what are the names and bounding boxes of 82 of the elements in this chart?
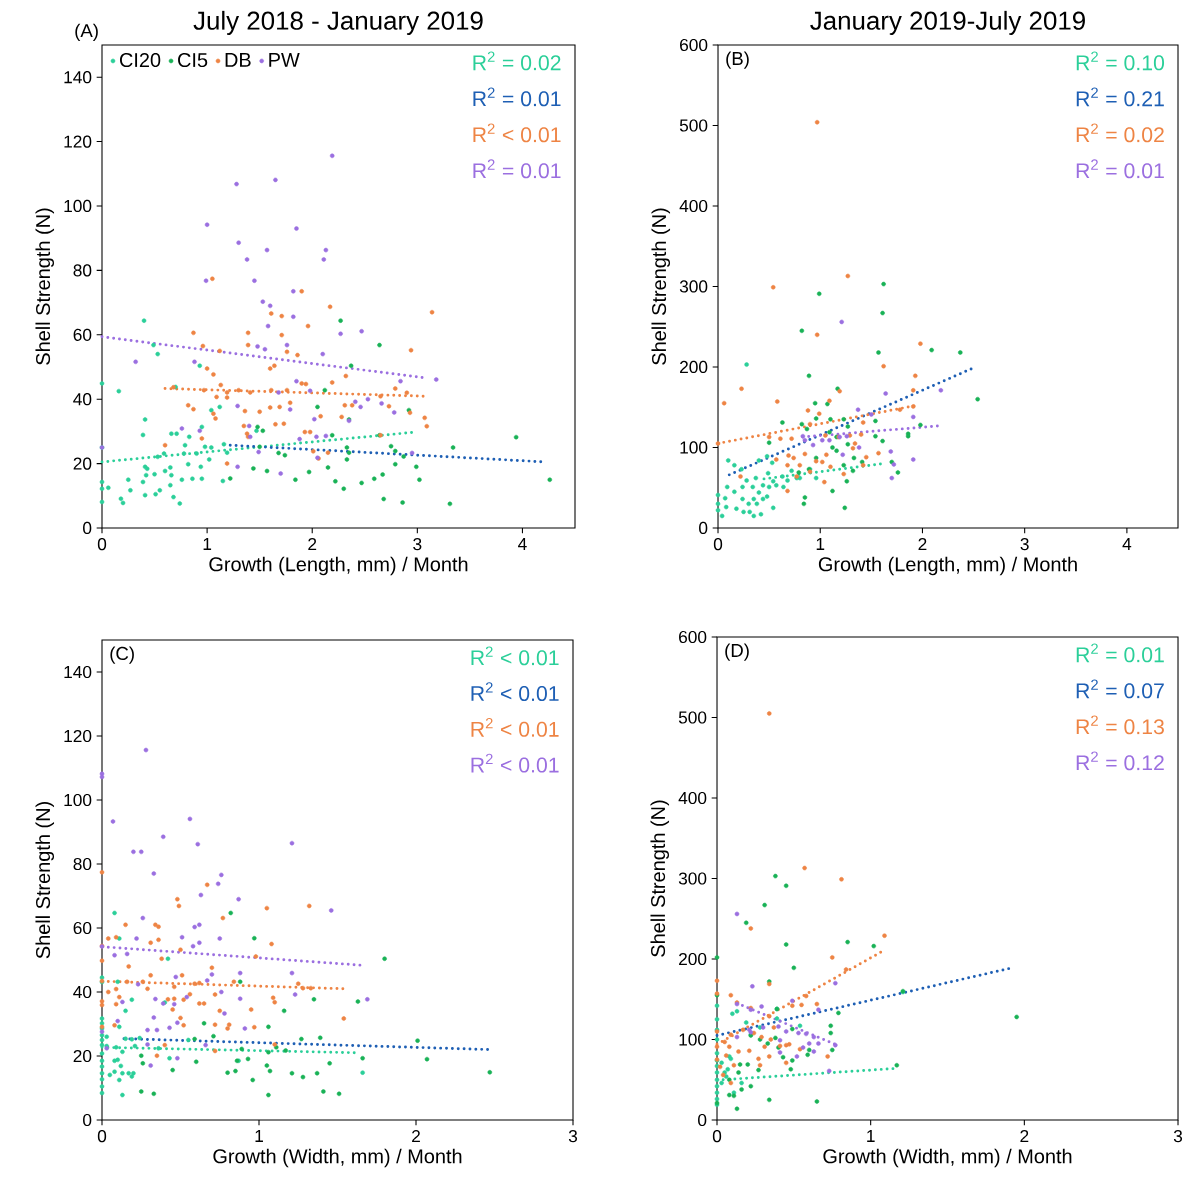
annotation: R$^{2}$ = 0.01	[1076, 159, 1164, 179]
x-tick-label: 4	[1122, 538, 1132, 550]
annotation: R$^{2}$ = 0.02	[1076, 123, 1164, 143]
x-tick-label: 2	[1020, 1130, 1029, 1143]
annotation: (D)	[725, 643, 749, 661]
x-tick-label: 0	[97, 538, 107, 551]
y-tick-label: 140	[64, 665, 92, 679]
y-tick-label: 600	[679, 630, 707, 644]
y-axis-title: Shell Strength (N)	[651, 208, 671, 365]
x-axis-title: Growth (Length, mm) / Month	[818, 556, 1077, 576]
y-tick-label: 60	[73, 921, 92, 935]
annotation: R$^{2}$ = 0.10	[1076, 51, 1165, 71]
chart-title: January 2019-July 2019	[810, 10, 1085, 35]
y-tick-label: 300	[679, 280, 708, 293]
y-tick-label: 100	[679, 1033, 707, 1046]
x-tick-label: 4	[518, 538, 527, 550]
x-tick-label: 1	[867, 1130, 875, 1142]
y-axis-title: Shell Strength (N)	[35, 208, 55, 365]
annotation: R$^{2}$ = 0.02	[473, 51, 561, 71]
legend-label: CI20	[119, 52, 161, 68]
chart-title: July 2018 - January 2019	[193, 10, 483, 35]
x-axis-title: Growth (Width, mm) / Month	[213, 1148, 462, 1168]
y-tick-label: 120	[64, 135, 92, 148]
y-tick-label: 300	[678, 872, 707, 885]
x-tick-label: 0	[713, 538, 723, 551]
x-tick-label: 3	[1173, 1130, 1183, 1143]
x-tick-label: 3	[1020, 538, 1029, 551]
y-tick-label: 100	[64, 793, 92, 807]
y-tick-label: 100	[680, 441, 708, 454]
annotation: R$^{2}$ < 0.01	[473, 123, 561, 143]
annotation: (C)	[110, 646, 134, 664]
y-tick-label: 200	[679, 952, 707, 966]
y-tick-label: 100	[64, 199, 92, 213]
annotation: (B)	[726, 51, 749, 69]
y-tick-label: 500	[678, 711, 707, 724]
y-tick-label: 40	[73, 985, 92, 999]
x-axis-title: Growth (Length, mm) / Month	[209, 556, 468, 576]
y-axis-title: Shell Strength (N)	[650, 800, 670, 957]
x-axis-title: Growth (Width, mm) / Month	[823, 1148, 1072, 1168]
annotation: R$^{2}$ = 0.01	[1076, 643, 1164, 663]
y-tick-label: 20	[73, 1049, 92, 1063]
annotation: R$^{2}$ < 0.01	[471, 753, 559, 773]
annotation: R$^{2}$ = 0.21	[1076, 87, 1164, 107]
annotation: R$^{2}$ = 0.12	[1076, 751, 1164, 771]
y-tick-label: 400	[679, 199, 708, 213]
x-tick-label: 3	[413, 538, 422, 551]
y-tick-label: 0	[83, 521, 92, 535]
x-tick-label: 2	[412, 1130, 420, 1143]
legend-label: DB	[225, 53, 251, 67]
x-tick-label: 3	[568, 1130, 578, 1143]
x-tick-label: 0	[712, 1130, 722, 1143]
x-tick-label: 0	[97, 1130, 107, 1143]
y-tick-label: 60	[73, 328, 92, 341]
y-tick-label: 0	[83, 1113, 92, 1127]
y-tick-label: 140	[64, 71, 92, 84]
annotation: R$^{2}$ < 0.01	[471, 682, 559, 702]
x-tick-label: 2	[918, 538, 927, 551]
annotation: R$^{2}$ < 0.01	[471, 646, 559, 666]
annotation: R$^{2}$ = 0.07	[1076, 679, 1164, 699]
y-tick-label: 0	[698, 1113, 707, 1127]
x-tick-label: 1	[816, 538, 825, 550]
annotation: R$^{2}$ < 0.01	[471, 717, 559, 737]
y-tick-label: 80	[73, 264, 92, 277]
annotation: R$^{2}$ = 0.13	[1076, 715, 1164, 735]
annotation: R$^{2}$ = 0.01	[473, 87, 561, 107]
y-axis-title: Shell Strength (N)	[35, 802, 55, 959]
y-tick-label: 40	[73, 393, 92, 406]
y-tick-label: 200	[680, 360, 708, 374]
x-tick-label: 2	[308, 538, 317, 551]
x-tick-label: 1	[255, 1130, 263, 1142]
legend-label: PW	[269, 53, 300, 67]
y-tick-label: 500	[679, 119, 708, 132]
x-tick-label: 1	[203, 538, 212, 550]
y-tick-label: 600	[680, 38, 708, 52]
y-tick-label: 0	[699, 521, 708, 535]
text: (A)	[75, 23, 98, 41]
annotation: R$^{2}$ = 0.01	[473, 159, 561, 179]
y-tick-label: 120	[64, 729, 92, 743]
y-tick-label: 20	[73, 457, 92, 470]
y-tick-label: 80	[73, 857, 92, 871]
legend-label: CI5	[178, 52, 208, 68]
y-tick-label: 400	[678, 791, 707, 805]
